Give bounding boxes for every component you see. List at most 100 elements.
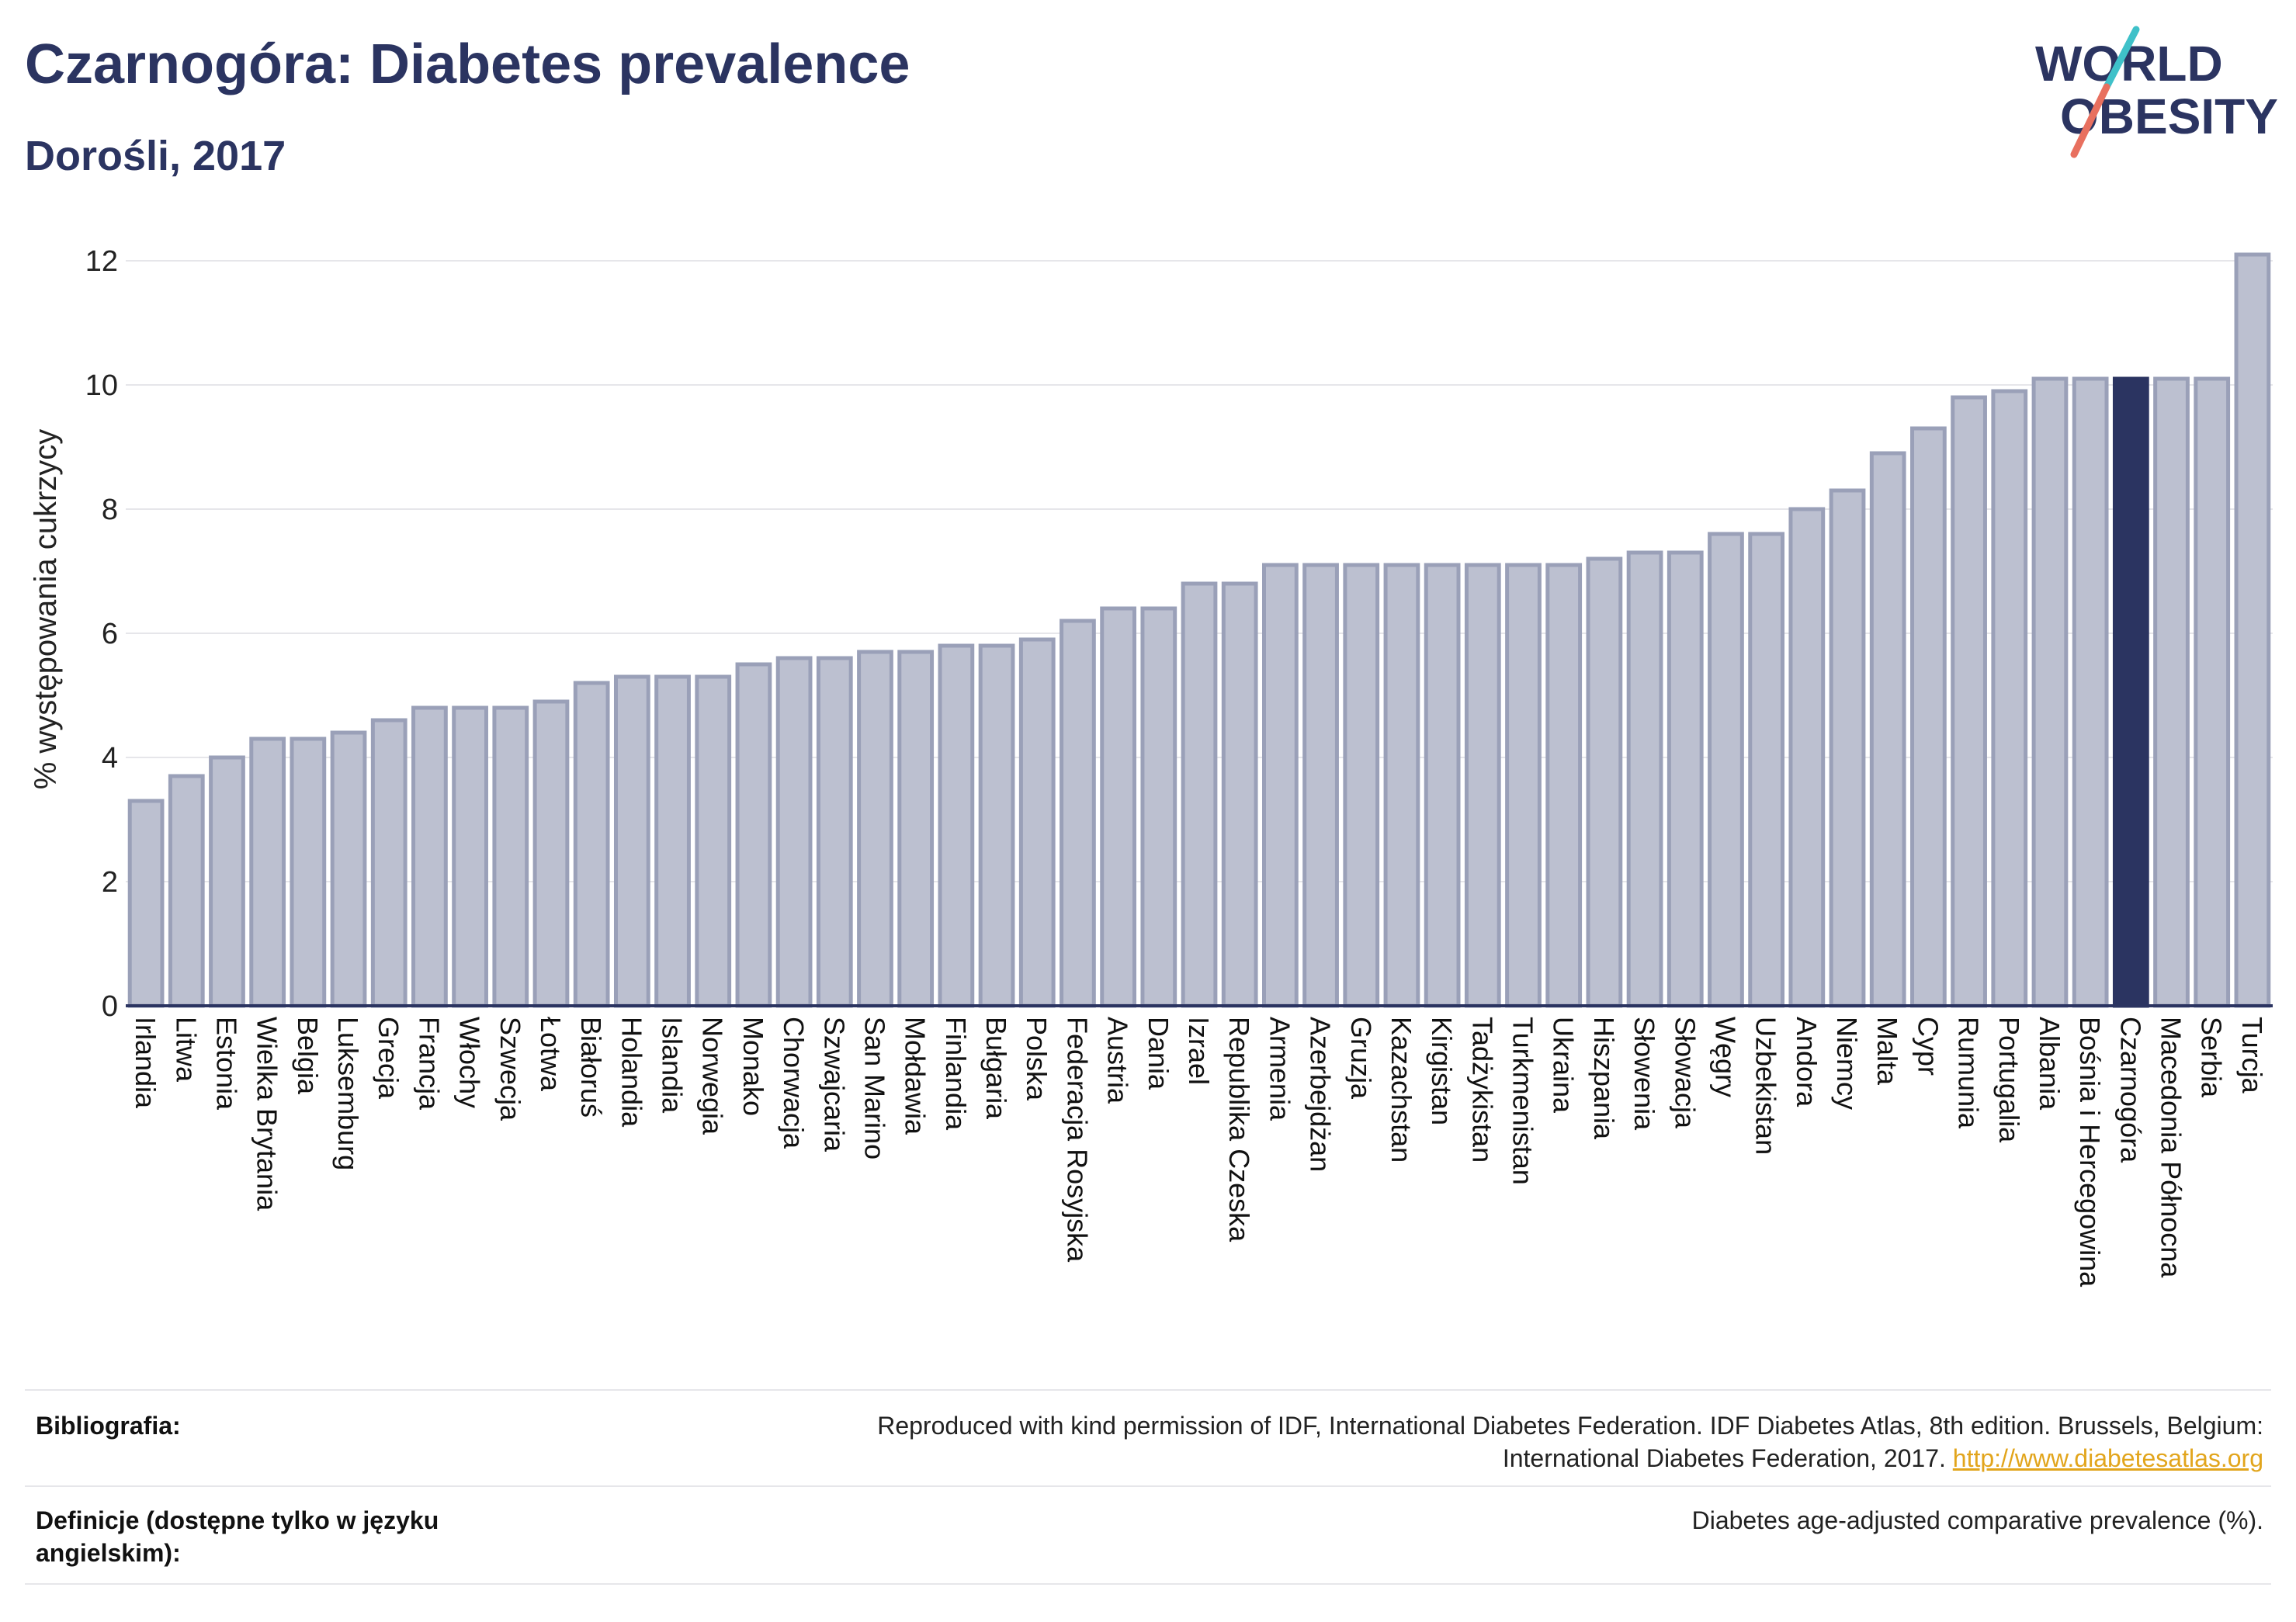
footer-divider-top (25, 1389, 2271, 1391)
x-tick-label: Uzbekistan (1750, 1017, 1782, 1155)
definitions-label-line1: Definicje (dostępne tylko w języku (36, 1506, 439, 1534)
x-tick-label: Łotwa (535, 1017, 567, 1092)
y-tick-label: 8 (102, 494, 118, 526)
x-tick-label: Islandia (657, 1017, 688, 1114)
y-tick-label: 12 (85, 245, 118, 278)
x-tick-label: Irlandia (130, 1017, 161, 1109)
bar (735, 662, 772, 1008)
x-tick-label: Turcja (2236, 1017, 2268, 1094)
chart-title: Czarnogóra: Diabetes prevalence (25, 33, 910, 95)
x-tick-label: Węgry (1709, 1017, 1741, 1097)
bar (1343, 563, 1380, 1008)
x-tick-label: Serbia (2196, 1017, 2228, 1098)
bar (2234, 252, 2271, 1008)
bar (1464, 563, 1501, 1008)
bar (1302, 563, 1339, 1008)
x-tick-label: Azerbejdżan (1305, 1017, 1337, 1172)
diabetesatlas-link[interactable]: http://www.diabetesatlas.org (1952, 1444, 2263, 1472)
footer-divider-bottom (25, 1583, 2271, 1585)
bar (168, 774, 205, 1008)
bar (290, 736, 327, 1008)
bar (411, 705, 448, 1008)
bar (1626, 550, 1663, 1008)
bar (1545, 563, 1583, 1008)
bar (1869, 451, 1906, 1008)
bar (532, 699, 570, 1008)
x-tick-label: Dania (1143, 1017, 1174, 1090)
x-tick-label: Polska (1021, 1017, 1053, 1101)
x-tick-label: Kazachstan (1386, 1017, 1417, 1163)
x-tick-label: Szwecja (494, 1017, 526, 1121)
bar (654, 674, 691, 1008)
x-tick-label: Cypr (1912, 1017, 1944, 1076)
x-tick-label: Malta (1871, 1017, 1903, 1086)
bar (127, 799, 165, 1008)
x-tick-label: Ukraina (1548, 1017, 1580, 1114)
x-tick-label: Federacja Rosyjska (1061, 1017, 1093, 1263)
x-tick-label: Austria (1102, 1017, 1134, 1104)
bar (1100, 606, 1136, 1008)
x-axis-labels: Irlandia Litwa Estonia Wielka Brytania Belgi… (130, 1017, 2268, 1288)
bar (1140, 606, 1177, 1008)
bar (1951, 395, 1987, 1008)
bar (1829, 488, 1866, 1008)
x-tick-label: Tadżykistan (1466, 1017, 1498, 1163)
bar (613, 674, 650, 1008)
x-tick-label: Macedonia Północna (2156, 1017, 2187, 1278)
bar-highlight (2112, 376, 2149, 1008)
bar (2072, 376, 2109, 1008)
x-tick-label: Republika Czeska (1223, 1017, 1255, 1242)
x-tick-label: San Marino (858, 1017, 890, 1159)
bibliography-line2: International Diabetes Federation, 2017.… (877, 1442, 2263, 1475)
bar (897, 650, 935, 1008)
bar (452, 705, 488, 1008)
x-tick-label: Słowacja (1669, 1017, 1701, 1129)
bibliography-label: Bibliografia: (36, 1412, 181, 1440)
bibliography-line1: Reproduced with kind permission of IDF, … (877, 1412, 2263, 1440)
x-tick-label: Kirgistan (1426, 1017, 1458, 1125)
x-tick-label: Białoruś (575, 1017, 607, 1118)
x-tick-label: Chorwacja (778, 1017, 810, 1149)
y-tick-label: 0 (102, 990, 118, 1023)
x-tick-label: Litwa (170, 1017, 202, 1083)
bar (1383, 563, 1420, 1008)
bar (1910, 426, 1947, 1008)
bar (1708, 532, 1744, 1008)
y-tick-label: 6 (102, 618, 118, 650)
bar (1667, 550, 1704, 1008)
x-tick-label: Luksemburg (332, 1017, 364, 1170)
bar (1748, 532, 1785, 1008)
x-tick-label: Szwajcaria (818, 1017, 850, 1152)
bar (1181, 581, 1218, 1008)
y-tick-label: 2 (102, 866, 118, 899)
x-tick-label: Armenia (1264, 1017, 1295, 1121)
x-tick-label: Bułgaria (980, 1017, 1012, 1120)
x-tick-label: Estonia (210, 1017, 242, 1111)
bar (857, 650, 893, 1008)
bar (978, 643, 1015, 1008)
x-tick-label: Gruzja (1345, 1017, 1377, 1100)
bar (1424, 563, 1461, 1008)
logo-slash-bottom (2070, 83, 2110, 158)
bar (2031, 376, 2069, 1008)
x-tick-label: Czarnogóra (2114, 1017, 2146, 1163)
x-tick-label: Monako (737, 1017, 769, 1116)
bar (1262, 563, 1299, 1008)
x-tick-label: Holandia (616, 1017, 647, 1128)
logo-line2: OBESITY (2060, 88, 2278, 144)
bar (1991, 389, 2028, 1008)
bar (1505, 563, 1542, 1008)
bar (1060, 619, 1096, 1008)
chart-subtitle: Dorośli, 2017 (25, 133, 286, 179)
bar (370, 718, 408, 1008)
x-tick-label: Niemcy (1831, 1017, 1863, 1110)
x-tick-label: Mołdawia (900, 1017, 931, 1135)
bar (775, 656, 813, 1008)
bar (2153, 376, 2190, 1008)
y-tick-label: 4 (102, 742, 118, 775)
x-tick-label: Bośnia i Hercegowina (2074, 1017, 2106, 1288)
bar (1788, 507, 1826, 1008)
x-tick-label: Andora (1791, 1017, 1823, 1107)
x-tick-label: Turkmenistan (1507, 1017, 1539, 1185)
bar (249, 736, 286, 1008)
